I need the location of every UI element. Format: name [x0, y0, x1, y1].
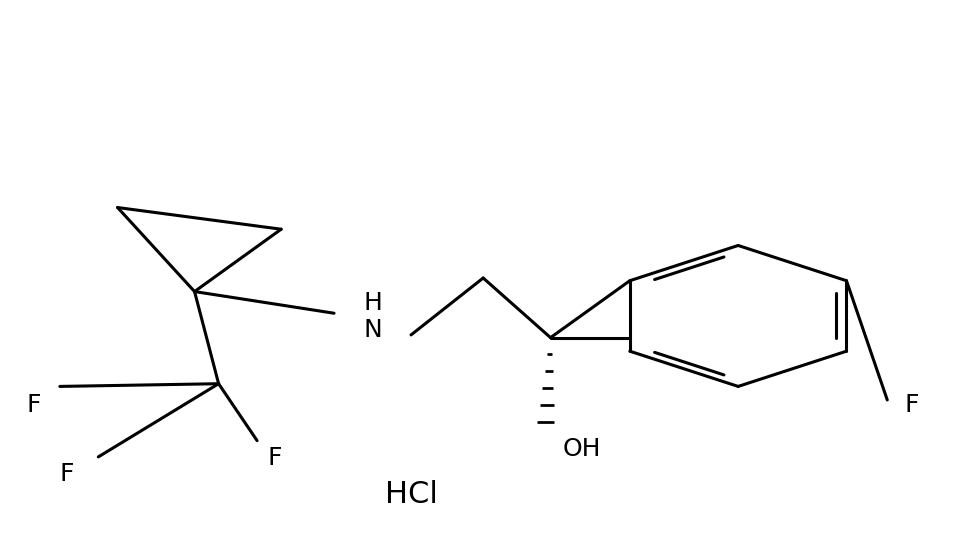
Text: F: F	[26, 394, 41, 418]
Text: OH: OH	[563, 437, 601, 461]
Text: HCl: HCl	[385, 480, 437, 509]
Text: F: F	[904, 394, 918, 418]
Text: H: H	[363, 291, 382, 315]
Text: N: N	[363, 317, 382, 341]
Text: F: F	[267, 446, 282, 470]
Text: F: F	[60, 462, 74, 486]
